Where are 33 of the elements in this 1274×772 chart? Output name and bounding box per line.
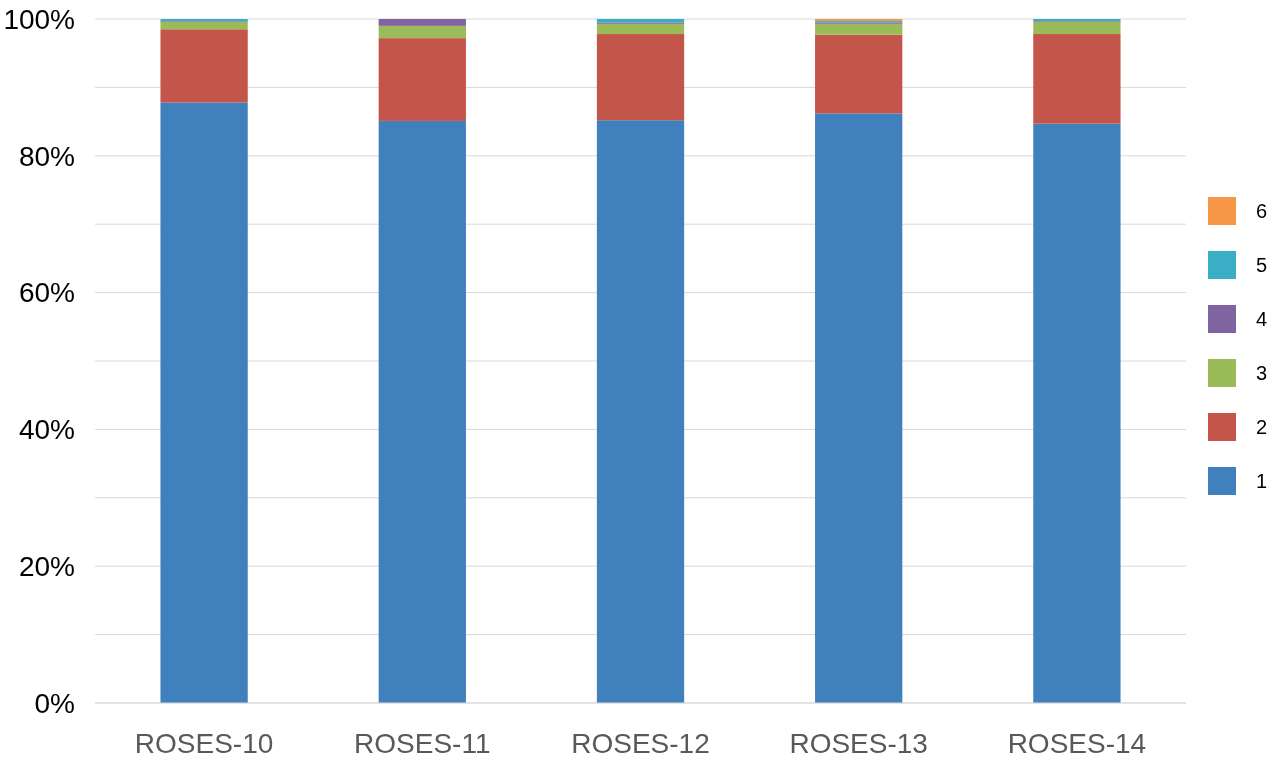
bar (1033, 123, 1121, 703)
y-tick-label: 80% (18, 140, 75, 172)
bar (160, 29, 248, 103)
bar (160, 21, 248, 30)
bar (596, 120, 685, 703)
legend-label: 5 (1256, 254, 1268, 276)
bar (160, 102, 248, 703)
bar (378, 120, 466, 703)
bar (596, 34, 685, 121)
bar (815, 34, 903, 114)
legend-label: 6 (1256, 200, 1268, 222)
bar (1033, 34, 1121, 124)
x-tick-label: ROSES-14 (1007, 728, 1147, 759)
y-tick-label: 60% (18, 277, 75, 309)
y-tick-label: 40% (18, 414, 75, 446)
bar (378, 38, 466, 121)
y-tick-label: 100% (3, 3, 75, 35)
legend-label: 1 (1256, 470, 1268, 492)
bar (815, 23, 903, 35)
bar (815, 113, 903, 703)
x-tick-label: ROSES-12 (571, 728, 710, 759)
legend-label: 4 (1256, 308, 1268, 330)
x-tick-label: ROSES-10 (134, 728, 274, 759)
y-tick-label: 0% (34, 687, 75, 719)
bar (596, 23, 685, 35)
x-tick-label: ROSES-11 (354, 728, 491, 759)
bar (1033, 21, 1121, 35)
x-tick-label: ROSES-13 (789, 728, 928, 759)
legend-label: 3 (1256, 362, 1268, 384)
bar (378, 19, 466, 26)
bar (378, 25, 466, 39)
y-tick-label: 20% (18, 551, 75, 582)
legend-label: 2 (1256, 416, 1268, 438)
